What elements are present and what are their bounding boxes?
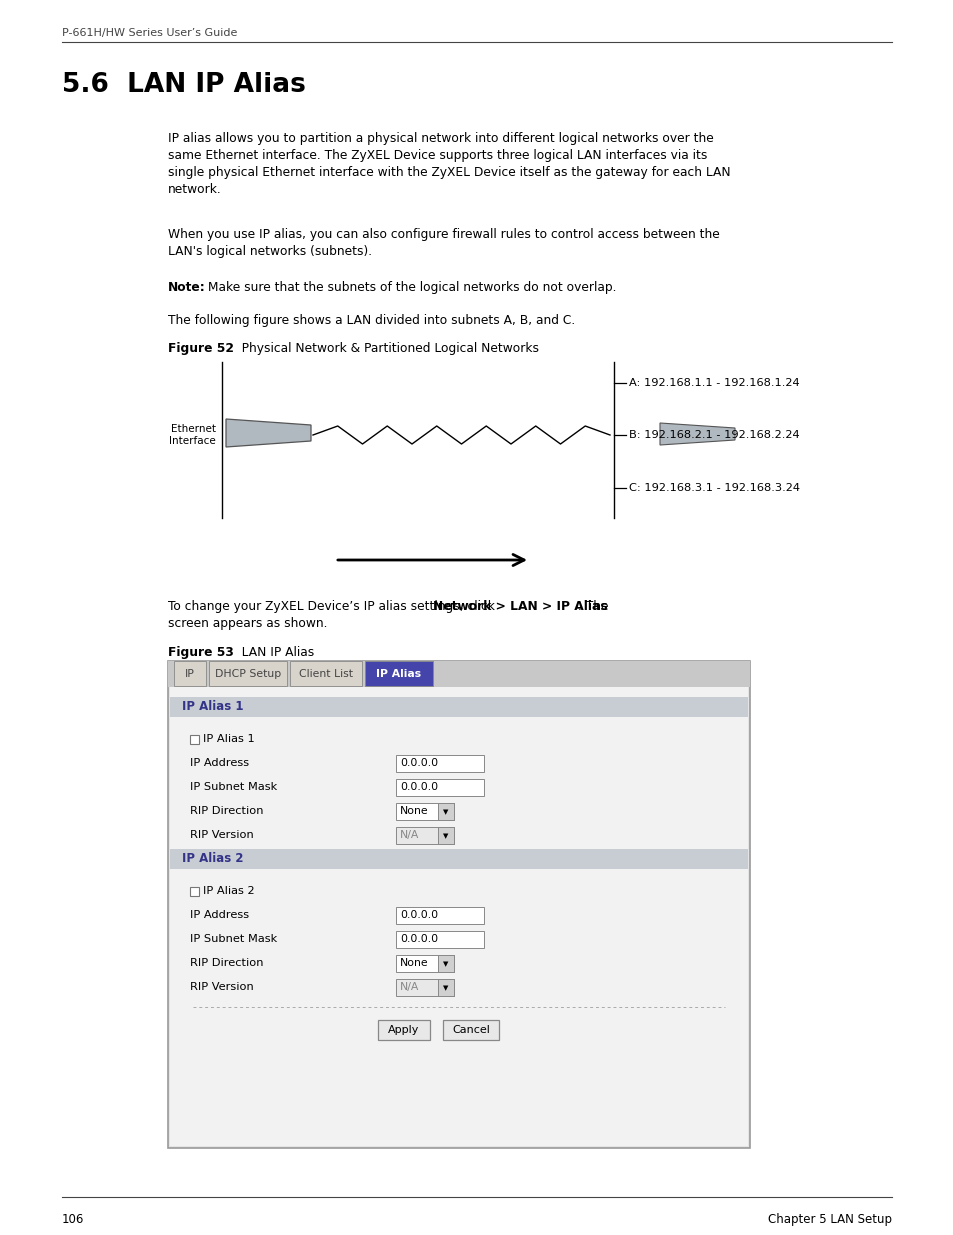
- Text: Note:: Note:: [168, 282, 206, 294]
- Text: . The: . The: [578, 600, 608, 613]
- Text: ▼: ▼: [443, 986, 448, 990]
- Bar: [395, 827, 454, 844]
- Text: RIP Version: RIP Version: [190, 830, 253, 840]
- Text: RIP Direction: RIP Direction: [190, 806, 263, 816]
- Bar: [190, 887, 199, 895]
- Bar: [437, 827, 454, 844]
- Bar: [395, 803, 454, 820]
- Text: 0.0.0.0: 0.0.0.0: [399, 782, 437, 792]
- Text: Apply: Apply: [388, 1025, 419, 1035]
- Text: Make sure that the subnets of the logical networks do not overlap.: Make sure that the subnets of the logica…: [204, 282, 616, 294]
- Text: DHCP Setup: DHCP Setup: [214, 669, 281, 679]
- Polygon shape: [659, 424, 734, 445]
- Text: 5.6  LAN IP Alias: 5.6 LAN IP Alias: [62, 72, 306, 98]
- Bar: [170, 848, 747, 869]
- Text: 106: 106: [62, 1213, 84, 1226]
- Bar: [395, 906, 483, 924]
- Text: screen appears as shown.: screen appears as shown.: [168, 618, 327, 630]
- Text: ▼: ▼: [443, 832, 448, 839]
- Text: None: None: [399, 958, 428, 968]
- Text: LAN IP Alias: LAN IP Alias: [230, 646, 314, 659]
- Text: C: 192.168.3.1 - 192.168.3.24: C: 192.168.3.1 - 192.168.3.24: [628, 483, 800, 493]
- Bar: [442, 1020, 498, 1040]
- Text: Figure 53: Figure 53: [168, 646, 233, 659]
- Text: Network > LAN > IP Alias: Network > LAN > IP Alias: [433, 600, 607, 613]
- Bar: [395, 979, 454, 995]
- Text: When you use IP alias, you can also configure firewall rules to control access b: When you use IP alias, you can also conf…: [168, 228, 719, 258]
- Text: IP Alias 1: IP Alias 1: [203, 734, 254, 743]
- Text: Chapter 5 LAN Setup: Chapter 5 LAN Setup: [767, 1213, 891, 1226]
- Bar: [395, 779, 483, 797]
- Bar: [170, 687, 747, 1146]
- Text: Physical Network & Partitioned Logical Networks: Physical Network & Partitioned Logical N…: [230, 342, 538, 354]
- Text: 0.0.0.0: 0.0.0.0: [399, 910, 437, 920]
- Text: 0.0.0.0: 0.0.0.0: [399, 934, 437, 944]
- Text: IP Address: IP Address: [190, 758, 249, 768]
- Bar: [395, 931, 483, 948]
- Text: ▼: ▼: [443, 809, 448, 815]
- Text: IP alias allows you to partition a physical network into different logical netwo: IP alias allows you to partition a physi…: [168, 132, 730, 196]
- Text: IP Alias 2: IP Alias 2: [203, 885, 254, 897]
- Bar: [437, 803, 454, 820]
- Bar: [395, 955, 454, 972]
- Bar: [173, 661, 206, 685]
- Text: RIP Direction: RIP Direction: [190, 958, 263, 968]
- Bar: [437, 979, 454, 995]
- Text: Figure 52: Figure 52: [168, 342, 233, 354]
- Text: B: 192.168.2.1 - 192.168.2.24: B: 192.168.2.1 - 192.168.2.24: [628, 430, 799, 440]
- Text: P-661H/HW Series User’s Guide: P-661H/HW Series User’s Guide: [62, 28, 237, 38]
- Text: IP Subnet Mask: IP Subnet Mask: [190, 782, 277, 792]
- Text: The following figure shows a LAN divided into subnets A, B, and C.: The following figure shows a LAN divided…: [168, 314, 575, 327]
- Text: Ethernet
Interface: Ethernet Interface: [169, 424, 215, 446]
- Text: ▼: ▼: [443, 961, 448, 967]
- Bar: [365, 661, 433, 685]
- Bar: [377, 1020, 430, 1040]
- Text: A: 192.168.1.1 - 192.168.1.24: A: 192.168.1.1 - 192.168.1.24: [628, 378, 799, 388]
- Text: RIP Version: RIP Version: [190, 982, 253, 992]
- Bar: [170, 687, 747, 697]
- Text: IP Alias 1: IP Alias 1: [182, 700, 243, 714]
- Polygon shape: [226, 419, 311, 447]
- Text: IP: IP: [185, 669, 194, 679]
- Text: Client List: Client List: [298, 669, 353, 679]
- Text: IP Address: IP Address: [190, 910, 249, 920]
- Bar: [168, 661, 749, 687]
- Text: Cancel: Cancel: [452, 1025, 490, 1035]
- Text: None: None: [399, 806, 428, 816]
- Text: 0.0.0.0: 0.0.0.0: [399, 758, 437, 768]
- Text: N/A: N/A: [399, 830, 419, 840]
- Bar: [170, 697, 747, 718]
- Text: IP Alias: IP Alias: [376, 669, 421, 679]
- Bar: [190, 735, 199, 743]
- Text: N/A: N/A: [399, 982, 419, 992]
- Bar: [168, 661, 749, 1149]
- Bar: [209, 661, 287, 685]
- Text: IP Alias 2: IP Alias 2: [182, 852, 243, 866]
- Bar: [290, 661, 361, 685]
- Bar: [395, 755, 483, 772]
- Bar: [437, 955, 454, 972]
- Text: IP Subnet Mask: IP Subnet Mask: [190, 934, 277, 944]
- Text: To change your ZyXEL Device’s IP alias settings, click: To change your ZyXEL Device’s IP alias s…: [168, 600, 498, 613]
